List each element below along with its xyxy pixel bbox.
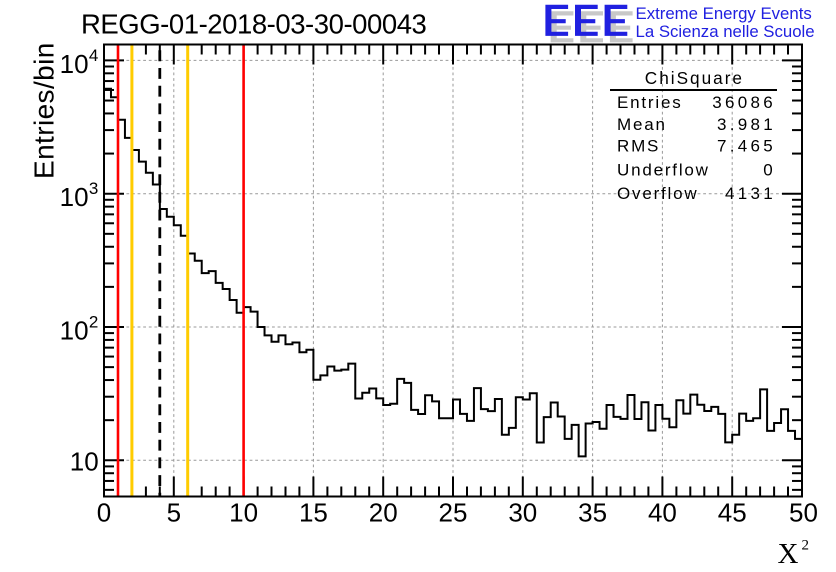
svg-text:Mean: Mean: [617, 115, 667, 134]
svg-text:45: 45: [718, 498, 747, 528]
svg-text:0: 0: [763, 160, 776, 179]
svg-text:5: 5: [167, 498, 181, 528]
svg-text:Entries: Entries: [617, 93, 683, 112]
svg-text:10: 10: [60, 182, 89, 212]
svg-text:REGG-01-2018-03-30-00043: REGG-01-2018-03-30-00043: [81, 8, 427, 39]
svg-text:ChiSquare: ChiSquare: [645, 68, 744, 88]
svg-text:10: 10: [60, 49, 89, 79]
svg-text:Extreme Energy Events: Extreme Energy Events: [636, 4, 812, 23]
svg-text:Entries/bin: Entries/bin: [29, 42, 60, 179]
svg-text:Underflow: Underflow: [617, 160, 710, 179]
svg-text:4131: 4131: [725, 184, 776, 203]
svg-text:10: 10: [70, 447, 99, 477]
svg-text:10: 10: [60, 316, 89, 346]
svg-text:2: 2: [89, 313, 98, 332]
svg-text:36086: 36086: [712, 93, 776, 112]
svg-text:2: 2: [802, 538, 810, 554]
svg-text:20: 20: [369, 498, 398, 528]
svg-text:50: 50: [789, 498, 818, 528]
svg-text:0: 0: [97, 498, 111, 528]
svg-text:30: 30: [508, 498, 537, 528]
svg-text:4: 4: [89, 46, 98, 65]
svg-text:35: 35: [578, 498, 607, 528]
svg-text:Overflow: Overflow: [617, 184, 698, 203]
svg-text:10: 10: [229, 498, 258, 528]
svg-text:40: 40: [648, 498, 677, 528]
svg-text:3: 3: [89, 179, 98, 198]
svg-text:La Scienza nelle Scuole: La Scienza nelle Scuole: [636, 22, 815, 41]
svg-text:25: 25: [439, 498, 468, 528]
svg-text:X: X: [778, 538, 799, 570]
svg-text:3.981: 3.981: [717, 115, 776, 134]
svg-text:15: 15: [299, 498, 328, 528]
svg-text:7.465: 7.465: [717, 137, 776, 156]
svg-text:RMS: RMS: [617, 137, 660, 156]
